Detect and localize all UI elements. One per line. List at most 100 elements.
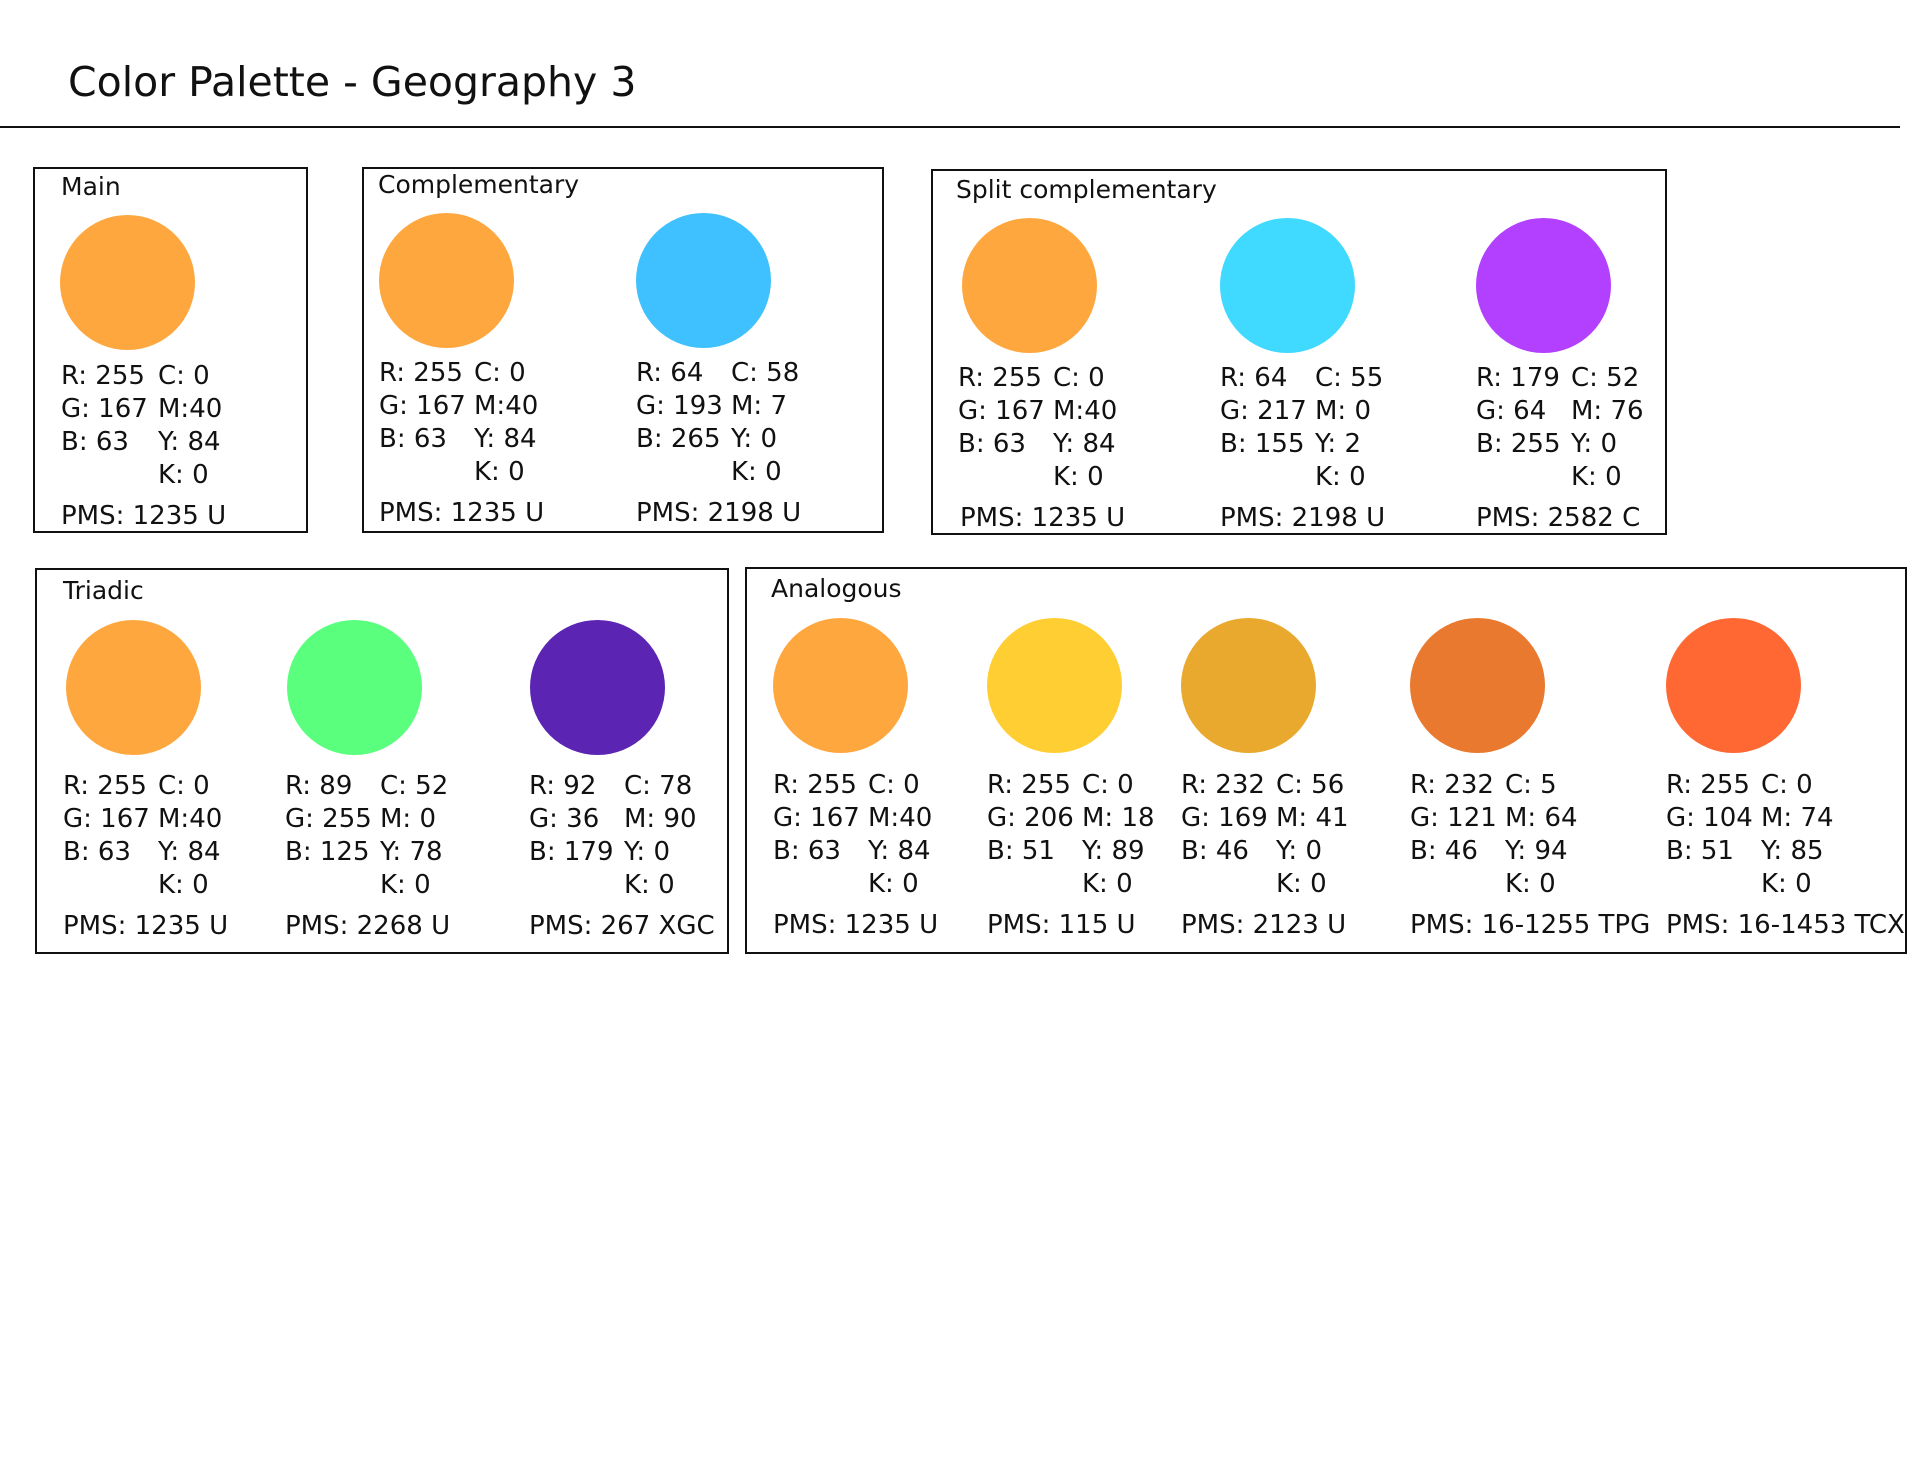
cmyk-magenta-value: M:40: [158, 804, 223, 834]
triadic-swatch-circle: [66, 620, 201, 755]
cmyk-yellow-value: Y: 84: [474, 424, 537, 454]
analogous-pms-value: PMS: 1235 U: [773, 910, 939, 940]
cmyk-black-value: K: 0: [380, 870, 431, 900]
split-complementary-group-box: [931, 169, 1667, 535]
cmyk-magenta-value: M:40: [1053, 396, 1118, 426]
triadic-group-box: [35, 568, 729, 954]
triadic-swatch-circle: [530, 620, 665, 755]
analogous-color-spec: R: 255 G: 167 B: 63 C: 0 M:40 Y: 84 K: 0: [773, 769, 993, 901]
rgb-green-value: G: 206: [987, 803, 1074, 833]
split-complementary-swatch-circle: [1220, 218, 1355, 353]
cmyk-cyan-value: C: 0: [1082, 770, 1134, 800]
cmyk-yellow-value: Y: 84: [158, 427, 221, 457]
rgb-green-value: G: 217: [1220, 396, 1307, 426]
triadic-pms-value: PMS: 267 XGC: [529, 911, 715, 941]
split-complementary-pms-value: PMS: 2198 U: [1220, 503, 1386, 533]
rgb-green-value: G: 169: [1181, 803, 1268, 833]
rgb-red-value: R: 255: [1666, 770, 1750, 800]
cmyk-black-value: K: 0: [474, 457, 525, 487]
rgb-red-value: R: 64: [1220, 363, 1288, 393]
cmyk-magenta-value: M: 18: [1082, 803, 1155, 833]
cmyk-magenta-value: M: 90: [624, 804, 697, 834]
complementary-color-spec: R: 255 G: 167 B: 63 C: 0 M:40 Y: 84 K: 0: [379, 357, 599, 489]
complementary-group-label: Complementary: [378, 170, 580, 199]
complementary-pms-value: PMS: 1235 U: [379, 498, 545, 528]
analogous-group-label: Analogous: [771, 574, 902, 603]
cmyk-black-value: K: 0: [1053, 462, 1104, 492]
rgb-blue-value: B: 51: [987, 836, 1055, 866]
title-divider: [0, 126, 1900, 128]
rgb-blue-value: B: 63: [61, 427, 129, 457]
complementary-color-spec: R: 64 G: 193 B: 265 C: 58 M: 7 Y: 0 K: 0: [636, 357, 856, 489]
cmyk-cyan-value: C: 55: [1315, 363, 1384, 393]
rgb-blue-value: B: 46: [1410, 836, 1478, 866]
cmyk-cyan-value: C: 0: [474, 358, 526, 388]
cmyk-magenta-value: M: 7: [731, 391, 787, 421]
cmyk-yellow-value: Y: 94: [1505, 836, 1568, 866]
analogous-pms-value: PMS: 16-1255 TPG: [1410, 910, 1651, 940]
triadic-swatch-circle: [287, 620, 422, 755]
analogous-color-spec: R: 255 G: 206 B: 51 C: 0 M: 18 Y: 89 K: 0: [987, 769, 1207, 901]
rgb-blue-value: B: 179: [529, 837, 614, 867]
rgb-blue-value: B: 63: [63, 837, 131, 867]
cmyk-magenta-value: M:40: [158, 394, 223, 424]
cmyk-cyan-value: C: 52: [380, 771, 449, 801]
rgb-blue-value: B: 125: [285, 837, 370, 867]
rgb-blue-value: B: 255: [1476, 429, 1561, 459]
cmyk-black-value: K: 0: [1276, 869, 1327, 899]
cmyk-cyan-value: C: 78: [624, 771, 693, 801]
rgb-green-value: G: 167: [61, 394, 148, 424]
analogous-swatch-circle: [987, 618, 1122, 753]
cmyk-yellow-value: Y: 2: [1315, 429, 1361, 459]
rgb-red-value: R: 64: [636, 358, 704, 388]
cmyk-yellow-value: Y: 84: [868, 836, 931, 866]
split-complementary-pms-value: PMS: 1235 U: [960, 503, 1126, 533]
rgb-red-value: R: 89: [285, 771, 353, 801]
cmyk-black-value: K: 0: [158, 870, 209, 900]
rgb-green-value: G: 64: [1476, 396, 1547, 426]
main-pms-value: PMS: 1235 U: [61, 501, 227, 531]
rgb-blue-value: B: 51: [1666, 836, 1734, 866]
rgb-red-value: R: 232: [1410, 770, 1494, 800]
rgb-blue-value: B: 265: [636, 424, 721, 454]
cmyk-cyan-value: C: 0: [868, 770, 920, 800]
rgb-blue-value: B: 155: [1220, 429, 1305, 459]
analogous-group-box: [745, 567, 1907, 954]
cmyk-yellow-value: Y: 0: [731, 424, 777, 454]
cmyk-black-value: K: 0: [868, 869, 919, 899]
triadic-color-spec: R: 255 G: 167 B: 63 C: 0 M:40 Y: 84 K: 0: [63, 770, 283, 902]
main-group-label: Main: [61, 172, 121, 201]
triadic-group-label: Triadic: [63, 576, 144, 605]
rgb-green-value: G: 104: [1666, 803, 1753, 833]
rgb-green-value: G: 167: [63, 804, 150, 834]
analogous-swatch-circle: [1181, 618, 1316, 753]
cmyk-magenta-value: M: 64: [1505, 803, 1578, 833]
rgb-red-value: R: 255: [987, 770, 1071, 800]
analogous-color-spec: R: 255 G: 104 B: 51 C: 0 M: 74 Y: 85 K: 0: [1666, 769, 1886, 901]
complementary-swatch-circle: [636, 213, 771, 348]
cmyk-magenta-value: M: 76: [1571, 396, 1644, 426]
rgb-red-value: R: 255: [958, 363, 1042, 393]
cmyk-magenta-value: M: 41: [1276, 803, 1349, 833]
rgb-green-value: G: 167: [958, 396, 1045, 426]
cmyk-yellow-value: Y: 84: [158, 837, 221, 867]
cmyk-black-value: K: 0: [1761, 869, 1812, 899]
complementary-group-box: [362, 167, 884, 533]
analogous-pms-value: PMS: 2123 U: [1181, 910, 1347, 940]
rgb-red-value: R: 179: [1476, 363, 1560, 393]
split-complementary-color-spec: R: 64 G: 217 B: 155 C: 55 M: 0 Y: 2 K: 0: [1220, 362, 1440, 494]
rgb-red-value: R: 255: [63, 771, 147, 801]
rgb-red-value: R: 255: [379, 358, 463, 388]
cmyk-black-value: K: 0: [1505, 869, 1556, 899]
split-complementary-pms-value: PMS: 2582 C: [1476, 503, 1641, 533]
analogous-pms-value: PMS: 115 U: [987, 910, 1136, 940]
cmyk-magenta-value: M:40: [474, 391, 539, 421]
triadic-pms-value: PMS: 1235 U: [63, 911, 229, 941]
cmyk-magenta-value: M: 74: [1761, 803, 1834, 833]
cmyk-black-value: K: 0: [624, 870, 675, 900]
cmyk-black-value: K: 0: [1082, 869, 1133, 899]
split-complementary-group-label: Split complementary: [956, 175, 1217, 204]
analogous-swatch-circle: [773, 618, 908, 753]
rgb-blue-value: B: 63: [773, 836, 841, 866]
rgb-red-value: R: 255: [61, 361, 145, 391]
